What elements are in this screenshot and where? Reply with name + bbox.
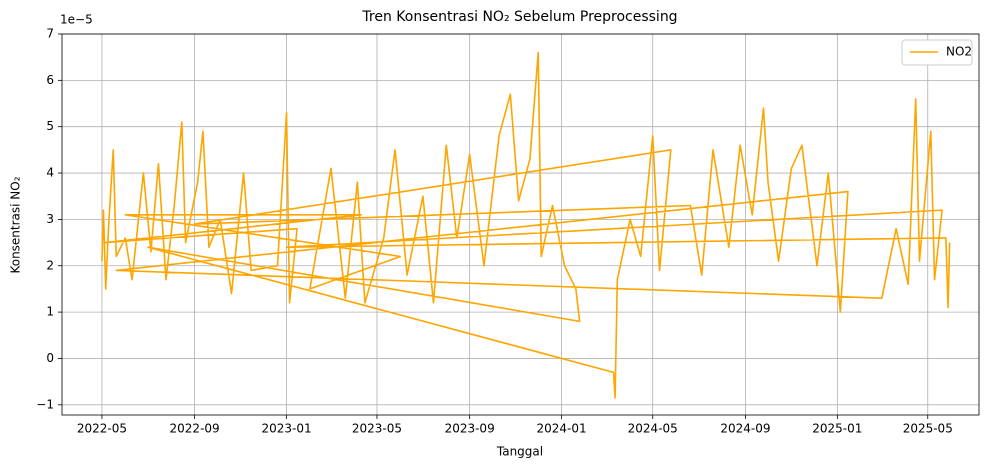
x-axis-label: Tanggal [496, 445, 543, 459]
y-tick-label: −1 [36, 397, 54, 411]
chart-title: Tren Konsentrasi NO₂ Sebelum Preprocessi… [361, 9, 677, 25]
x-tick-label: 2022-05 [77, 422, 127, 436]
y-offset-label: 1e−5 [60, 13, 93, 27]
x-tick-label: 2024-01 [536, 422, 586, 436]
y-tick-label: 1 [46, 305, 54, 319]
y-tick-label: 4 [46, 166, 54, 180]
x-tick-label: 2023-01 [261, 422, 311, 436]
x-tick-label: 2025-01 [812, 422, 862, 436]
y-tick-label: 7 [46, 27, 54, 41]
x-tick-label: 2024-05 [628, 422, 678, 436]
y-tick-label: 3 [46, 212, 54, 226]
y-tick-label: 5 [46, 119, 54, 133]
y-axis-label: Konsentrasi NO₂ [9, 176, 23, 273]
y-tick-label: 6 [46, 73, 54, 87]
x-tick-label: 2025-05 [903, 422, 953, 436]
data-line [101, 51, 951, 399]
y-tick-label: 2 [46, 258, 54, 272]
x-tick-label: 2024-09 [720, 422, 770, 436]
plot-frame [61, 33, 980, 416]
x-tick-label: 2023-09 [445, 422, 495, 436]
legend-label: NO2 [946, 45, 972, 59]
y-tick-label: 0 [46, 351, 54, 365]
x-tick-label: 2023-05 [352, 422, 402, 436]
x-tick-label: 2022-09 [170, 422, 220, 436]
